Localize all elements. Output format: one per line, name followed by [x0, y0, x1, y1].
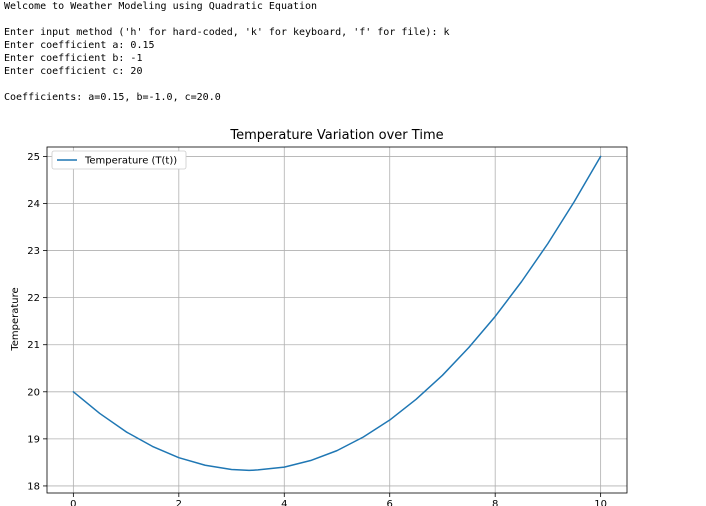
temperature-series-line [72, 155, 602, 472]
y-tick-label: 18 [27, 481, 40, 492]
chart-title: Temperature Variation over Time [229, 128, 443, 143]
grid-lines [47, 147, 627, 493]
x-tick-label: 2 [176, 499, 182, 506]
y-tick-label: 25 [27, 152, 40, 163]
series-lines [72, 155, 602, 472]
coefficient-c-prompt: Enter coefficient c: 20 [4, 66, 143, 77]
x-tick-label: 10 [594, 499, 607, 506]
legend-label: Temperature (T(t)) [84, 156, 177, 167]
console-output: Welcome to Weather Modeling using Quadra… [4, 0, 450, 104]
axes-frame [46, 146, 628, 494]
y-tick-label: 24 [27, 199, 40, 210]
y-tick-label: 22 [27, 293, 40, 304]
input-method-prompt: Enter input method ('h' for hard-coded, … [4, 27, 450, 38]
legend: Temperature (T(t)) [51, 150, 187, 170]
coefficients-summary: Coefficients: a=0.15, b=-1.0, c=20.0 [4, 92, 221, 103]
y-tick-label: 21 [27, 340, 40, 351]
x-tick-label: 6 [387, 499, 393, 506]
x-tick-label: 4 [281, 499, 287, 506]
x-tick-label: 8 [492, 499, 498, 506]
coefficient-b-prompt: Enter coefficient b: -1 [4, 53, 143, 64]
y-axis-label: Temperature [10, 287, 21, 351]
legend-box [51, 150, 187, 170]
x-tick-label: 0 [70, 499, 76, 506]
welcome-message: Welcome to Weather Modeling using Quadra… [4, 1, 318, 12]
y-tick-label: 23 [27, 246, 40, 257]
y-tick-label: 20 [27, 387, 40, 398]
coefficient-a-prompt: Enter coefficient a: 0.15 [4, 40, 155, 51]
y-tick-label: 19 [27, 434, 40, 445]
